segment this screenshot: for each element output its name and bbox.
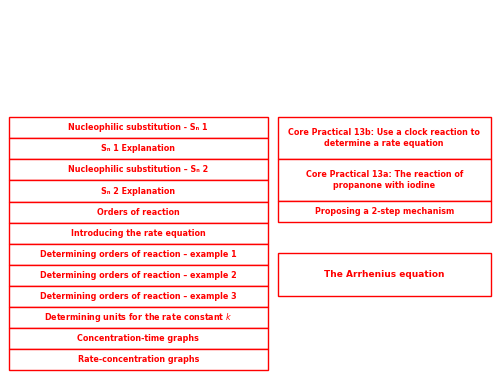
FancyBboxPatch shape bbox=[9, 349, 268, 370]
FancyBboxPatch shape bbox=[278, 254, 491, 296]
FancyBboxPatch shape bbox=[9, 180, 268, 202]
Text: Nucleophilic substitution - Sₙ 1: Nucleophilic substitution - Sₙ 1 bbox=[68, 123, 208, 132]
Text: Determining orders of reaction – example 1: Determining orders of reaction – example… bbox=[40, 250, 236, 259]
FancyBboxPatch shape bbox=[9, 244, 268, 265]
Text: Determining units for the rate constant $k$: Determining units for the rate constant … bbox=[44, 311, 232, 324]
FancyBboxPatch shape bbox=[9, 328, 268, 349]
Text: Sₙ 2 Explanation: Sₙ 2 Explanation bbox=[101, 186, 176, 195]
FancyBboxPatch shape bbox=[9, 138, 268, 159]
FancyBboxPatch shape bbox=[278, 201, 491, 222]
Text: Determining orders of reaction – example 2: Determining orders of reaction – example… bbox=[40, 271, 236, 280]
Text: Core Practical 13a: The reaction of
propanone with iodine: Core Practical 13a: The reaction of prop… bbox=[306, 170, 463, 190]
Text: Introducing the rate equation: Introducing the rate equation bbox=[71, 229, 206, 238]
Text: Sₙ 1 Explanation: Sₙ 1 Explanation bbox=[101, 144, 176, 153]
Text: Rate-concentration graphs: Rate-concentration graphs bbox=[78, 355, 199, 364]
Text: Core Practical 13b: Use a clock reaction to
determine a rate equation: Core Practical 13b: Use a clock reaction… bbox=[288, 128, 480, 148]
FancyBboxPatch shape bbox=[9, 265, 268, 286]
FancyBboxPatch shape bbox=[278, 159, 491, 201]
Text: Concentration-time graphs: Concentration-time graphs bbox=[78, 334, 199, 343]
FancyBboxPatch shape bbox=[9, 159, 268, 180]
FancyBboxPatch shape bbox=[9, 117, 268, 138]
FancyBboxPatch shape bbox=[9, 307, 268, 328]
FancyBboxPatch shape bbox=[9, 223, 268, 244]
FancyBboxPatch shape bbox=[278, 117, 491, 159]
Text: Nucleophilic substitution – Sₙ 2: Nucleophilic substitution – Sₙ 2 bbox=[68, 165, 208, 174]
Text: The Arrhenius equation: The Arrhenius equation bbox=[324, 270, 444, 279]
Text: Orders of reaction: Orders of reaction bbox=[97, 208, 180, 217]
Text: Topic 16 Further Kinetics: Topic 16 Further Kinetics bbox=[113, 43, 387, 63]
Text: Determining orders of reaction – example 3: Determining orders of reaction – example… bbox=[40, 292, 236, 301]
FancyBboxPatch shape bbox=[9, 286, 268, 307]
FancyBboxPatch shape bbox=[9, 202, 268, 223]
Text: Proposing a 2-step mechanism: Proposing a 2-step mechanism bbox=[314, 207, 454, 216]
